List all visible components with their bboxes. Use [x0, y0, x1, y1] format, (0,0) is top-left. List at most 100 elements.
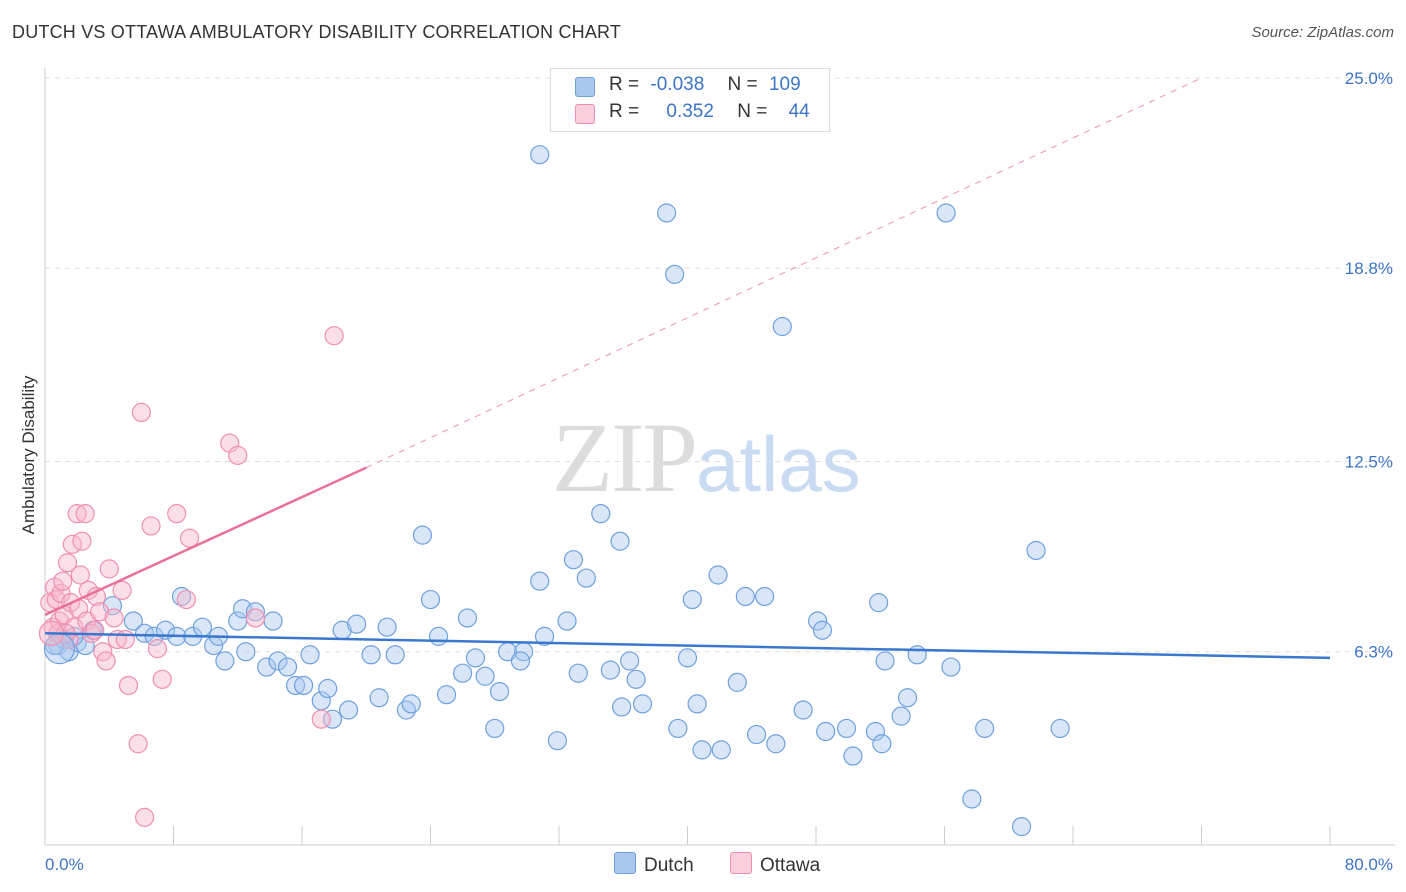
dutch-point	[793, 700, 813, 720]
dutch-point	[457, 608, 478, 628]
ottawa-point	[176, 589, 196, 610]
dutch-point	[401, 694, 421, 714]
dutch-point	[530, 145, 550, 165]
legend-marker-ottawa	[730, 852, 752, 874]
dutch-point	[891, 706, 911, 726]
ottawa-point	[115, 629, 135, 650]
dutch-point	[687, 694, 707, 714]
ottawa-point	[128, 734, 148, 754]
dutch-point	[941, 657, 961, 677]
ottawa-point	[104, 608, 124, 628]
ottawa-point	[72, 531, 92, 551]
ottawa-point	[118, 675, 139, 696]
trend-extension-lines	[366, 77, 1202, 469]
dutch-point	[192, 617, 213, 637]
dutch-point	[865, 721, 886, 742]
ottawa-point	[134, 807, 155, 827]
dutch-point	[557, 611, 577, 631]
dutch-point	[576, 568, 596, 588]
dutch-point	[236, 642, 256, 662]
watermark-atlas: atlas	[696, 420, 861, 508]
dutch-point	[668, 718, 688, 739]
dutch-point	[361, 645, 381, 665]
dutch-point	[338, 700, 359, 720]
legend-n-value-ottawa: 44	[788, 101, 810, 122]
legend-r-value-dutch: -0.038	[650, 74, 705, 95]
ottawa-point	[85, 620, 105, 640]
y-axis-label: Ambulatory Disability	[19, 375, 38, 534]
legend-swatch-dutch	[575, 77, 595, 97]
dutch-point	[812, 620, 833, 640]
dutch-point	[657, 203, 677, 223]
dutch-point	[772, 316, 792, 337]
legend-label-dutch: Dutch	[644, 855, 694, 876]
dutch-point	[816, 721, 836, 742]
dutch-point	[708, 565, 728, 585]
ottawa-point	[324, 326, 344, 346]
dutch-point	[682, 589, 702, 610]
dutch-point	[610, 531, 630, 551]
ottawa-point	[152, 669, 172, 689]
dutch-point	[620, 651, 640, 671]
dutch-point	[277, 657, 298, 677]
dutch-point	[428, 626, 449, 646]
y-tick-label: 25.0%	[1345, 69, 1393, 88]
ottawa-point	[90, 602, 110, 622]
legend-r-label: R =	[609, 74, 640, 95]
dutch-point	[563, 550, 584, 570]
dutch-trend-line	[44, 632, 1331, 660]
legend-item-dutch: Dutch	[614, 852, 694, 877]
chart-title: DUTCH VS OTTAWA AMBULATORY DISABILITY CO…	[12, 22, 622, 42]
dutch-point	[843, 746, 863, 766]
dutch-point	[897, 688, 918, 708]
dutch-point	[377, 617, 397, 637]
x-tick-label: 80.0%	[1345, 855, 1393, 874]
dutch-point	[936, 203, 956, 223]
dutch-point	[568, 663, 588, 683]
watermark-zip: ZIP	[552, 402, 698, 513]
dutch-point	[1011, 816, 1032, 837]
dutch-point	[369, 688, 389, 708]
y-tick-label: 18.8%	[1345, 259, 1393, 278]
data-points	[38, 145, 1070, 837]
dutch-point	[677, 648, 698, 668]
dutch-point	[766, 734, 786, 754]
ottawa-point	[70, 565, 90, 585]
legend-n-value-dutch: 109	[768, 74, 801, 95]
dutch-point	[600, 660, 621, 680]
dutch-point	[975, 718, 995, 739]
dutch-point	[907, 645, 927, 665]
y-tick-label: 6.3%	[1354, 643, 1393, 662]
ottawa-point	[311, 709, 331, 729]
legend-item-ottawa: Ottawa	[730, 852, 820, 877]
ottawa-point	[96, 651, 116, 671]
ottawa-point	[67, 504, 87, 524]
dutch-point	[268, 651, 288, 671]
tick-labels: 6.3% 12.5% 18.8% 25.0% 0.0% 80.0%	[45, 69, 1393, 874]
dutch-point	[489, 681, 510, 702]
dutch-point	[475, 666, 495, 686]
dutch-point	[962, 789, 982, 809]
ottawa-point	[147, 639, 168, 659]
dutch-point	[754, 586, 775, 607]
dutch-point	[711, 740, 731, 760]
dutch-point	[322, 709, 343, 729]
legend-r-value-ottawa: 0.352	[666, 101, 714, 122]
dutch-point	[318, 678, 338, 699]
dutch-point	[257, 657, 277, 677]
dutch-point	[412, 525, 433, 545]
dutch-point	[294, 675, 314, 696]
trend-lines	[44, 466, 1331, 660]
x-tick-label: 0.0%	[45, 855, 84, 874]
legend-n-label: N =	[727, 74, 758, 95]
dutch-point	[453, 663, 473, 683]
ottawa-point	[141, 516, 161, 536]
dutch-point	[836, 718, 857, 739]
ottawa-point	[179, 528, 200, 548]
dutch-point	[808, 611, 828, 631]
dutch-point	[1050, 718, 1070, 739]
legend-swatch-ottawa	[575, 104, 595, 124]
dutch-point	[123, 611, 143, 631]
legend-label-ottawa: Ottawa	[760, 855, 821, 876]
ottawa-point	[99, 559, 119, 579]
